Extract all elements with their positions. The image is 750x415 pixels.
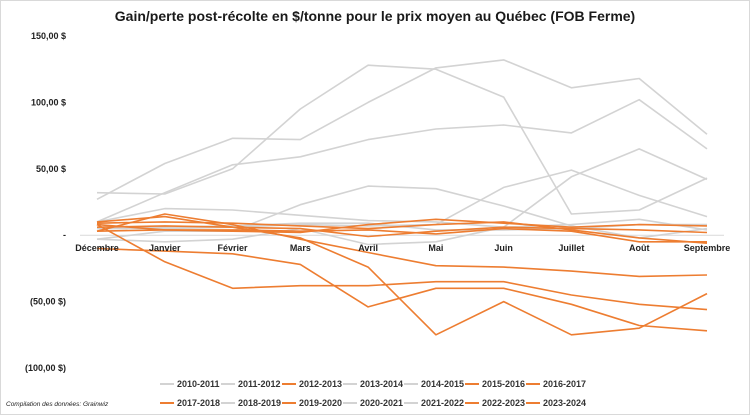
legend-label: 2012-2013 <box>299 379 342 389</box>
series-line-2019-2020 <box>96 221 708 244</box>
x-tick-label: Avril <box>358 243 378 253</box>
y-tick-label: 100,00 $ <box>31 97 66 107</box>
series-line-2015-2016 <box>96 218 708 234</box>
series-line-2017-2018 <box>96 247 708 332</box>
x-tick-label: Septembre <box>684 243 731 253</box>
series-line-2022-2023 <box>96 223 708 311</box>
legend-label: 2015-2016 <box>482 379 525 389</box>
y-tick-label: (100,00 $) <box>25 363 66 373</box>
series-line-2023-2024 <box>96 213 708 278</box>
legend-label: 2016-2017 <box>543 379 586 389</box>
y-tick-label: (50,00 $) <box>30 297 66 307</box>
x-tick-label: Mars <box>290 243 311 253</box>
x-tick-label: Juin <box>494 243 513 253</box>
x-tick-label: Décembre <box>75 243 119 253</box>
chart-title: Gain/perte post-récolte en $/tonne pour … <box>114 8 636 24</box>
series-line-2010-2011 <box>96 64 708 215</box>
x-tick-label: Janvier <box>149 243 181 253</box>
x-tick-label: Août <box>629 243 650 253</box>
legend-label: 2014-2015 <box>421 379 464 389</box>
legend-label: 2019-2020 <box>299 398 342 408</box>
series-line-2021-2022 <box>97 169 708 230</box>
source-note: Compilation des données: Grainwiz <box>6 401 109 408</box>
legend-label: 2021-2022 <box>421 398 464 408</box>
legend-label: 2010-2011 <box>177 379 220 389</box>
legend-label: 2017-2018 <box>177 398 220 408</box>
y-tick-label: 50,00 $ <box>36 164 66 174</box>
legend-label: 2018-2019 <box>238 398 281 408</box>
legend-label: 2022-2023 <box>482 398 525 408</box>
x-tick-label: Février <box>218 243 249 253</box>
legend-label: 2011-2012 <box>238 379 281 389</box>
legend-label: 2023-2024 <box>543 398 586 408</box>
legend-label: 2013-2014 <box>360 379 403 389</box>
y-tick-label: - <box>63 230 66 240</box>
x-tick-label: Juillet <box>558 243 584 253</box>
series-line-2011-2012 <box>96 59 708 201</box>
x-tick-label: Mai <box>428 243 443 253</box>
series-line-unnamed-14 <box>96 225 708 336</box>
legend-label: 2020-2021 <box>360 398 403 408</box>
series-line-unnamed-15 <box>96 148 708 246</box>
series-line-2013-2014 <box>96 98 708 223</box>
y-tick-label: 150,00 $ <box>31 31 66 41</box>
